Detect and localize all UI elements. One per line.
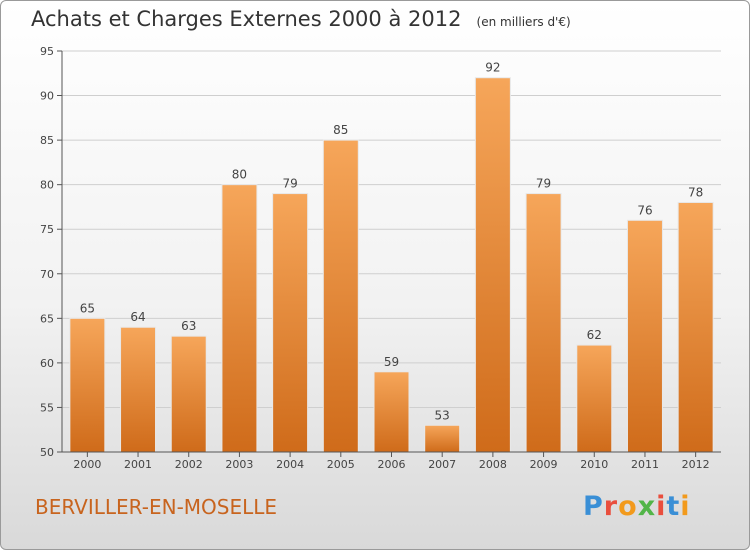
bar-2009 (525, 193, 562, 453)
y-tick-label: 85 (40, 134, 54, 147)
logo-letter: i (680, 491, 691, 522)
axes (57, 50, 721, 457)
bar-2001 (120, 326, 157, 453)
x-tick-label-2010: 2010 (580, 458, 608, 471)
x-tick-label-2000: 2000 (73, 458, 101, 471)
commune-name: BERVILLER-EN-MOSELLE (35, 495, 278, 519)
value-label-2010: 62 (587, 328, 602, 342)
x-tick-label-2012: 2012 (682, 458, 710, 471)
chart-title: Achats et Charges Externes 2000 à 2012 (31, 7, 462, 31)
value-label-2009: 79 (536, 177, 551, 191)
x-tick-label-2001: 2001 (124, 458, 152, 471)
bar-2007 (424, 424, 461, 453)
bar-2006 (373, 371, 410, 453)
value-label-2002: 63 (181, 319, 196, 333)
value-label-2004: 79 (282, 177, 297, 191)
bar-2004 (272, 193, 309, 453)
value-label-2006: 59 (384, 355, 399, 369)
logo-letter: t (666, 491, 681, 522)
bar-2012 (677, 201, 714, 453)
value-label-2005: 85 (333, 123, 348, 137)
y-tick-label: 55 (40, 401, 54, 414)
chart-unit: (en milliers d'€) (476, 15, 571, 29)
bar-2005 (322, 139, 359, 453)
value-label-2003: 80 (232, 168, 247, 182)
logo-letter: x (637, 491, 657, 522)
y-tick-label: 90 (40, 90, 54, 103)
value-label-2011: 76 (637, 203, 652, 217)
x-tick-label-2008: 2008 (479, 458, 507, 471)
x-tick-label-2002: 2002 (175, 458, 203, 471)
value-label-2000: 65 (80, 301, 95, 315)
y-tick-label: 70 (40, 268, 54, 281)
bar-2008 (474, 77, 511, 453)
proxiti-logo: Proxiti (583, 491, 691, 522)
bar-2002 (170, 335, 207, 453)
value-label-2008: 92 (485, 61, 500, 75)
y-tick-label: 60 (40, 357, 54, 370)
bars (69, 77, 714, 453)
x-tick-label-2007: 2007 (428, 458, 456, 471)
value-label-2007: 53 (435, 408, 450, 422)
x-tick-label-2009: 2009 (530, 458, 558, 471)
logo-letter: P (583, 491, 604, 522)
logo-letter: r (603, 491, 619, 522)
y-tick-label: 80 (40, 179, 54, 192)
labels: 50 55 60 65 70 75 80 85 90 95 65 2000 64 2001 63 2002 80… (40, 45, 710, 471)
y-tick-label: 95 (40, 45, 54, 58)
value-label-2012: 78 (688, 185, 703, 199)
y-tick-label: 75 (40, 223, 54, 236)
logo-letter: o (618, 491, 638, 522)
bar-2010 (576, 344, 613, 453)
x-tick-label-2003: 2003 (225, 458, 253, 471)
bar-2011 (626, 219, 663, 453)
bar-2003 (221, 184, 258, 453)
x-tick-label-2011: 2011 (631, 458, 659, 471)
bar-2000 (69, 317, 106, 453)
value-label-2001: 64 (130, 310, 145, 324)
logo-letter: i (656, 491, 667, 522)
x-tick-label-2006: 2006 (378, 458, 406, 471)
y-tick-label: 65 (40, 312, 54, 325)
x-tick-label-2004: 2004 (276, 458, 304, 471)
y-tick-label: 50 (40, 446, 54, 459)
x-tick-label-2005: 2005 (327, 458, 355, 471)
chart-title-block: Achats et Charges Externes 2000 à 2012 (… (31, 7, 571, 31)
